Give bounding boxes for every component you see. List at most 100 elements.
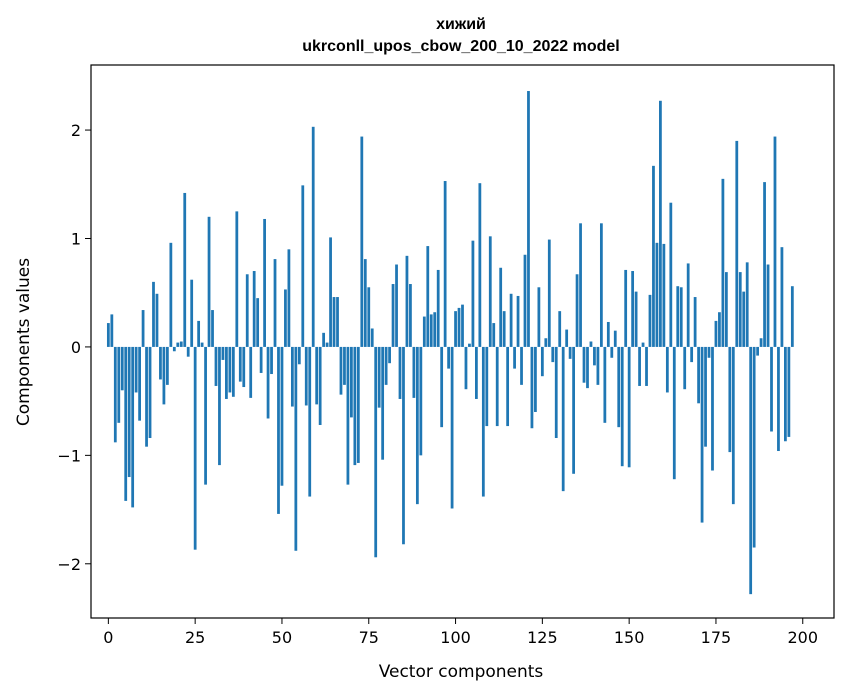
bar bbox=[478, 183, 482, 347]
bar bbox=[582, 346, 586, 383]
bar bbox=[527, 91, 530, 347]
bar bbox=[384, 346, 388, 385]
bar bbox=[405, 255, 409, 347]
bar bbox=[200, 342, 204, 347]
bar bbox=[450, 346, 454, 509]
bar bbox=[693, 297, 697, 347]
bar bbox=[652, 165, 655, 347]
bar bbox=[513, 346, 516, 369]
bar bbox=[665, 346, 669, 393]
bar bbox=[138, 346, 141, 421]
bar bbox=[711, 346, 714, 471]
bar bbox=[506, 346, 510, 427]
x-tick-label: 150 bbox=[614, 628, 645, 647]
y-axis: −2 −1 0 1 2 bbox=[57, 121, 91, 574]
bar bbox=[336, 297, 339, 347]
bar bbox=[381, 346, 385, 460]
bar bbox=[409, 284, 412, 347]
bar bbox=[301, 185, 305, 347]
bar bbox=[159, 346, 162, 380]
bar bbox=[790, 286, 794, 347]
bar bbox=[273, 259, 277, 347]
bar bbox=[367, 287, 371, 347]
bar bbox=[322, 332, 326, 347]
bar bbox=[474, 346, 478, 399]
bar bbox=[495, 346, 499, 427]
bar bbox=[356, 346, 360, 463]
y-tick-label: 0 bbox=[71, 338, 81, 357]
bar bbox=[499, 267, 503, 347]
bar bbox=[488, 236, 492, 347]
bar bbox=[481, 346, 485, 497]
bar bbox=[613, 330, 617, 347]
bar bbox=[127, 346, 131, 478]
bar bbox=[374, 346, 378, 558]
bar bbox=[207, 216, 211, 347]
bar bbox=[464, 346, 468, 390]
bar bbox=[350, 346, 353, 418]
bar bbox=[659, 100, 662, 347]
bar bbox=[520, 346, 523, 385]
bar bbox=[245, 274, 249, 347]
bar bbox=[214, 346, 218, 386]
bar bbox=[454, 311, 457, 347]
bar bbox=[249, 346, 253, 398]
x-axis-label: Vector components bbox=[379, 662, 544, 682]
bar bbox=[266, 346, 270, 419]
bar bbox=[370, 328, 374, 347]
bar bbox=[343, 346, 346, 385]
bar bbox=[558, 311, 562, 347]
bar bbox=[742, 291, 746, 347]
bar bbox=[412, 346, 416, 398]
bar bbox=[284, 289, 287, 347]
bar bbox=[756, 346, 760, 356]
bar bbox=[124, 346, 128, 501]
bar bbox=[676, 286, 680, 347]
bar bbox=[311, 126, 315, 347]
bar bbox=[252, 271, 256, 347]
bar bbox=[554, 346, 558, 439]
bar bbox=[242, 346, 246, 388]
bar bbox=[415, 346, 419, 505]
bar bbox=[634, 291, 638, 347]
bar bbox=[749, 346, 753, 595]
bar bbox=[134, 346, 138, 393]
bar bbox=[225, 346, 228, 399]
bar bbox=[530, 346, 534, 429]
bar bbox=[735, 140, 739, 347]
chart-title-line2: ukrconll_upos_cbow_200_10_2022 model bbox=[302, 38, 619, 55]
bar bbox=[172, 346, 176, 352]
bar bbox=[325, 342, 329, 347]
bar bbox=[256, 298, 260, 347]
bar bbox=[395, 264, 398, 347]
x-tick-label: 25 bbox=[185, 628, 205, 647]
bar bbox=[426, 246, 430, 347]
bar bbox=[593, 346, 596, 366]
x-tick-label: 175 bbox=[701, 628, 732, 647]
bar bbox=[766, 264, 770, 347]
bar bbox=[308, 346, 312, 497]
bar bbox=[777, 346, 780, 452]
bar bbox=[294, 346, 298, 551]
bar bbox=[596, 346, 600, 385]
bar bbox=[218, 346, 221, 466]
bar bbox=[263, 218, 266, 347]
bar bbox=[152, 281, 155, 347]
bar bbox=[277, 346, 280, 514]
bar bbox=[270, 346, 273, 375]
bar bbox=[502, 311, 506, 347]
bar bbox=[509, 293, 513, 347]
bar bbox=[461, 304, 464, 347]
bar bbox=[641, 342, 645, 347]
bar bbox=[679, 287, 683, 347]
bar bbox=[707, 346, 711, 358]
bar bbox=[429, 314, 433, 347]
bar bbox=[686, 263, 690, 347]
bar bbox=[329, 237, 332, 347]
bar bbox=[176, 342, 180, 347]
bar bbox=[534, 346, 537, 412]
bar bbox=[447, 346, 451, 369]
bar bbox=[700, 346, 704, 523]
bar bbox=[752, 346, 756, 548]
bar bbox=[339, 346, 343, 395]
